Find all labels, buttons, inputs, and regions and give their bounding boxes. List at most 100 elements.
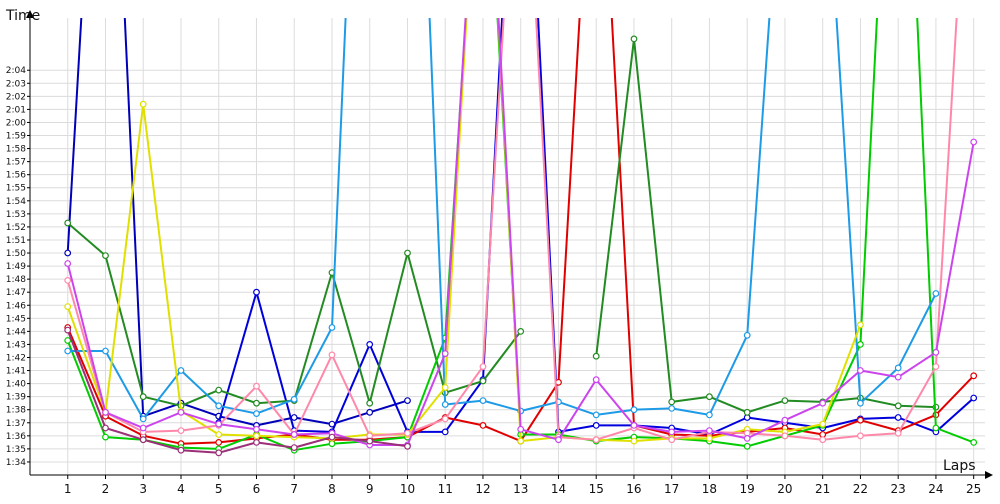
series-line xyxy=(66,18,408,427)
data-point xyxy=(366,408,374,416)
data-point xyxy=(215,449,223,457)
y-tick-label: 1:55 xyxy=(6,184,26,194)
data-point xyxy=(857,432,864,440)
x-tick-label: 4 xyxy=(177,482,185,496)
y-tick-label: 1:39 xyxy=(6,393,26,403)
data-point xyxy=(215,402,223,410)
data-point xyxy=(102,252,109,260)
data-point xyxy=(441,350,449,358)
x-tick-label: 11 xyxy=(438,482,453,496)
y-tick-label: 1:43 xyxy=(6,340,26,350)
data-point xyxy=(64,219,72,227)
y-tick-label: 2:03 xyxy=(6,79,26,89)
data-point xyxy=(894,373,902,381)
y-tick-label: 1:35 xyxy=(6,445,26,455)
data-point xyxy=(253,432,260,440)
x-tick-label: 18 xyxy=(702,482,717,496)
y-tick-label: 1:52 xyxy=(6,223,26,233)
data-point xyxy=(857,341,864,348)
y-tick-label: 2:01 xyxy=(6,105,26,115)
data-point xyxy=(819,399,827,407)
data-point xyxy=(290,444,298,452)
y-axis-title: Time xyxy=(5,8,40,24)
data-point xyxy=(177,367,185,374)
data-point xyxy=(706,393,713,401)
data-point xyxy=(215,439,223,446)
data-point xyxy=(64,326,72,334)
data-point xyxy=(215,431,223,438)
data-point xyxy=(328,351,336,359)
y-tick-label: 1:42 xyxy=(6,353,26,363)
y-tick-label: 1:48 xyxy=(6,275,26,285)
data-point xyxy=(479,397,487,405)
data-point xyxy=(932,424,940,432)
data-point xyxy=(932,363,940,371)
data-point xyxy=(64,277,72,284)
y-tick-label: 1:51 xyxy=(6,236,26,246)
x-tick-label: 14 xyxy=(551,482,566,496)
data-point xyxy=(706,435,713,442)
data-point xyxy=(743,442,751,450)
y-tick-label: 1:57 xyxy=(6,158,26,168)
data-point xyxy=(592,422,600,429)
data-point xyxy=(139,415,147,423)
data-point xyxy=(630,35,638,43)
x-tick-label: 6 xyxy=(253,482,261,496)
data-point xyxy=(743,435,751,442)
data-point xyxy=(970,372,978,380)
series-7 xyxy=(64,18,864,445)
y-tick-label: 1:59 xyxy=(6,132,26,142)
data-point xyxy=(253,382,260,390)
data-point xyxy=(290,431,298,438)
y-tick-label: 2:00 xyxy=(6,118,26,128)
data-point xyxy=(970,439,978,446)
data-point xyxy=(102,433,109,441)
data-point xyxy=(932,290,940,297)
x-tick-label: 9 xyxy=(366,482,374,496)
y-tick-label: 1:47 xyxy=(6,288,26,298)
data-point xyxy=(668,436,676,444)
x-tick-label: 12 xyxy=(475,482,490,496)
data-point xyxy=(479,422,487,429)
data-point xyxy=(932,348,940,356)
data-point xyxy=(555,436,562,444)
y-tick-label: 1:49 xyxy=(6,262,26,272)
data-point xyxy=(64,347,72,355)
y-tick-label: 1:44 xyxy=(6,327,26,337)
data-point xyxy=(139,393,147,401)
data-point xyxy=(253,288,260,296)
data-point xyxy=(177,408,185,416)
data-point xyxy=(328,433,336,441)
y-tick-label: 1:53 xyxy=(6,210,26,220)
data-point xyxy=(479,363,487,371)
x-tick-label: 5 xyxy=(215,482,223,496)
data-point xyxy=(102,347,109,355)
data-point xyxy=(215,420,223,428)
data-point xyxy=(64,303,72,311)
series-10 xyxy=(64,326,411,457)
x-tick-label: 1 xyxy=(64,482,72,496)
x-tick-label: 19 xyxy=(740,482,755,496)
data-point xyxy=(290,395,298,403)
data-point xyxy=(64,337,72,344)
ticks: 1:34 1:35 1:36 1:37 1:38 1:39 1:40 1:41 1:42 1:43… xyxy=(6,66,982,496)
data-point xyxy=(970,138,978,146)
data-point xyxy=(630,422,638,429)
data-point xyxy=(441,428,449,436)
data-point xyxy=(177,446,185,454)
data-point xyxy=(139,100,147,108)
data-point xyxy=(366,341,374,348)
x-tick-label: 16 xyxy=(626,482,641,496)
x-tick-label: 7 xyxy=(290,482,298,496)
x-tick-label: 2 xyxy=(102,482,110,496)
data-point xyxy=(819,420,827,428)
x-tick-label: 15 xyxy=(589,482,604,496)
x-tick-label: 22 xyxy=(853,482,868,496)
data-point xyxy=(706,427,713,435)
data-point xyxy=(894,402,902,410)
y-tick-label: 1:58 xyxy=(6,145,26,155)
data-point xyxy=(592,376,600,384)
data-point xyxy=(781,432,789,440)
x-tick-label: 25 xyxy=(966,482,981,496)
